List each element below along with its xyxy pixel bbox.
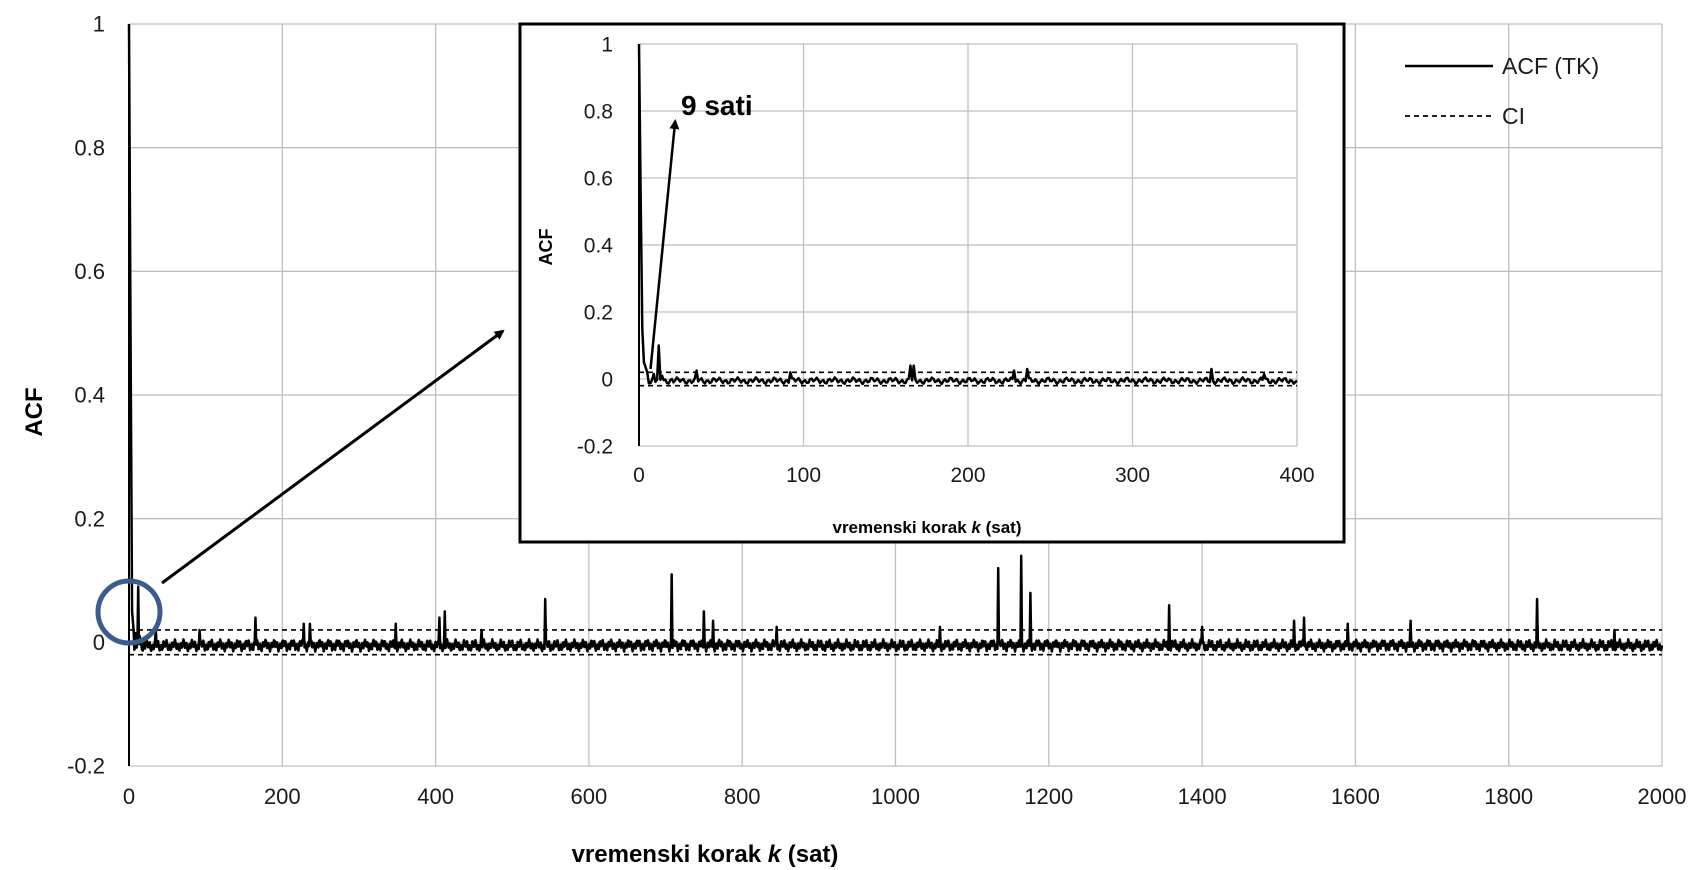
inset-y-tick-labels: 1 0.8 0.6 0.4 0.2 0 -0.2 bbox=[577, 33, 613, 458]
inset-x-tick-labels: 0 100 200 300 400 bbox=[633, 464, 1314, 487]
zoom-arrow bbox=[161, 329, 505, 585]
y-tick-label: 0.4 bbox=[584, 234, 614, 257]
y-tick-label: 1 bbox=[601, 33, 613, 56]
y-tick-label: 0.6 bbox=[74, 259, 105, 284]
y-tick-label: 0.4 bbox=[74, 383, 105, 408]
inset-ci-lines bbox=[639, 371, 1297, 387]
main-x-tick-labels: 0 200 400 600 800 1000 1200 1400 1600 1800 2000 bbox=[123, 784, 1687, 809]
y-tick-label: 0.8 bbox=[584, 100, 613, 123]
x-tick-label: 400 bbox=[1279, 464, 1314, 487]
x-tick-label: 200 bbox=[264, 784, 301, 809]
main-acf-series-line bbox=[127, 23, 1664, 653]
legend: ACF (TK) CI bbox=[1405, 53, 1599, 129]
x-tick-label: 1800 bbox=[1484, 784, 1533, 809]
y-tick-label: 1 bbox=[93, 12, 105, 37]
inset-x-axis-title: vremenski korak k (sat) bbox=[832, 518, 1021, 537]
inset-y-axis-title: ACF bbox=[536, 229, 556, 266]
y-tick-label: -0.2 bbox=[577, 435, 613, 458]
main-y-tick-labels: 1 0.8 0.6 0.4 0.2 0 -0.2 bbox=[67, 12, 105, 779]
x-tick-label: 1000 bbox=[871, 784, 920, 809]
x-tick-label: 1200 bbox=[1024, 784, 1073, 809]
x-tick-label: 0 bbox=[123, 784, 135, 809]
x-tick-label: 2000 bbox=[1638, 784, 1687, 809]
main-x-axis-title: vremenski korak k (sat) bbox=[572, 841, 839, 868]
legend-label-acf: ACF (TK) bbox=[1502, 53, 1599, 79]
x-tick-label: 300 bbox=[1115, 464, 1150, 487]
x-tick-label: 600 bbox=[571, 784, 608, 809]
x-tick-label: 200 bbox=[950, 464, 985, 487]
main-ci-lines bbox=[129, 629, 1662, 656]
x-tick-label: 400 bbox=[417, 784, 454, 809]
inset-frame bbox=[518, 22, 1346, 544]
main-y-axis-title: ACF bbox=[21, 387, 48, 436]
x-tick-label: 1400 bbox=[1178, 784, 1227, 809]
x-tick-label: 100 bbox=[786, 464, 821, 487]
y-tick-label: 0 bbox=[601, 368, 613, 391]
y-tick-label: 0.6 bbox=[584, 167, 613, 190]
y-tick-label: 0 bbox=[93, 630, 105, 655]
x-tick-label: 1600 bbox=[1331, 784, 1380, 809]
y-tick-label: -0.2 bbox=[67, 754, 105, 779]
y-tick-label: 0.2 bbox=[74, 506, 105, 531]
x-tick-label: 800 bbox=[724, 784, 761, 809]
annotation-label: 9 sati bbox=[681, 90, 753, 121]
y-tick-label: 0.2 bbox=[584, 301, 613, 324]
inset-acf-series-line bbox=[637, 43, 1298, 386]
legend-label-ci: CI bbox=[1502, 103, 1525, 129]
inset-chart: 0 100 200 300 400 1 0.8 0.6 0.4 0.2 0 -0.2 vremens… bbox=[518, 22, 1346, 544]
zoom-region-circle bbox=[95, 578, 163, 646]
y-tick-label: 0.8 bbox=[74, 135, 105, 160]
x-tick-label: 0 bbox=[633, 464, 645, 487]
annotation-arrow bbox=[649, 119, 680, 370]
